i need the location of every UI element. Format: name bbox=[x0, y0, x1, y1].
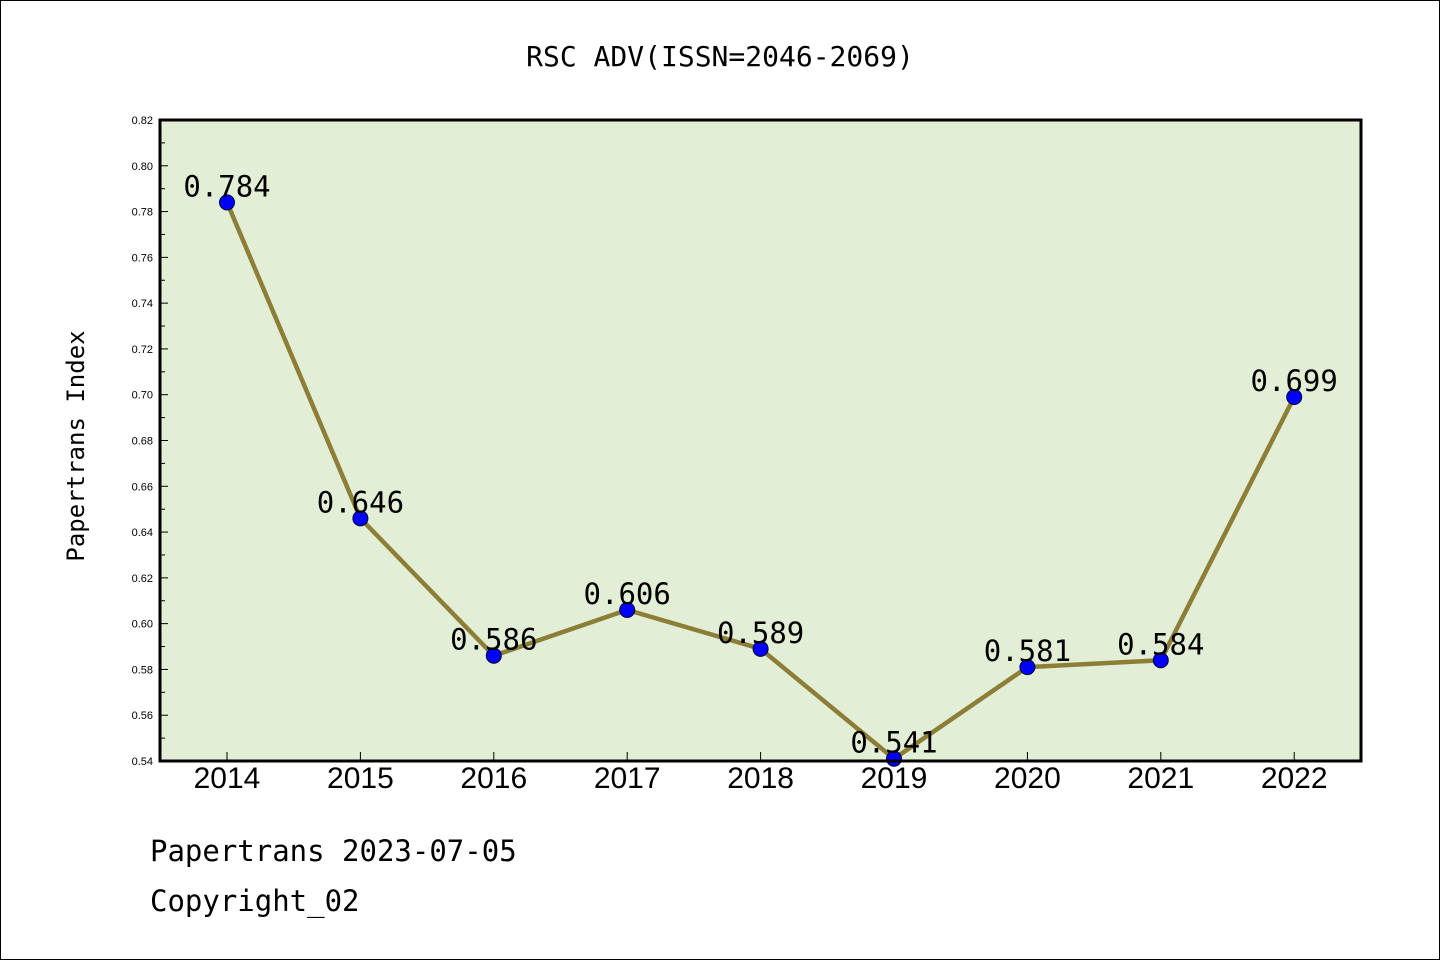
data-label-2019: 0.541 bbox=[850, 726, 937, 760]
y-tick-label: 0.58 bbox=[132, 664, 153, 676]
y-tick-label: 0.64 bbox=[132, 527, 153, 539]
x-tick-label: 2020 bbox=[994, 762, 1061, 795]
data-label-2022: 0.699 bbox=[1251, 364, 1338, 398]
data-label-2015: 0.646 bbox=[317, 485, 404, 519]
x-tick-label: 2022 bbox=[1261, 762, 1328, 795]
footer-copyright: Copyright_02 bbox=[150, 884, 360, 918]
y-tick-label: 0.72 bbox=[132, 344, 153, 356]
y-tick-label: 0.62 bbox=[132, 573, 153, 585]
x-tick-label: 2017 bbox=[594, 762, 661, 795]
data-labels: 0.784 0.646 0.586 0.606 0.589 0.541 0.581 0.584… bbox=[183, 169, 1338, 759]
y-tick-label: 0.54 bbox=[132, 756, 153, 768]
plot-area bbox=[160, 120, 1361, 761]
y-tick-label: 0.60 bbox=[132, 619, 153, 631]
y-tick-label: 0.78 bbox=[132, 207, 153, 219]
chart-title: RSC ADV(ISSN=2046-2069) bbox=[526, 40, 914, 73]
x-tick-label: 2015 bbox=[327, 762, 394, 795]
x-tick-label: 2016 bbox=[460, 762, 527, 795]
data-label-2014: 0.784 bbox=[183, 169, 270, 203]
x-tick-label: 2019 bbox=[861, 762, 928, 795]
footer-date-line: Papertrans 2023-07-05 bbox=[150, 834, 517, 868]
y-tick-label: 0.80 bbox=[132, 161, 153, 173]
data-label-2018: 0.589 bbox=[717, 616, 804, 650]
y-tick-label: 0.82 bbox=[132, 115, 153, 127]
data-point-2016 bbox=[485, 647, 502, 664]
plot-border bbox=[158, 118, 1363, 763]
y-tick-label: 0.74 bbox=[132, 298, 153, 310]
data-label-2017: 0.606 bbox=[584, 577, 671, 611]
data-point-2022 bbox=[1286, 389, 1303, 406]
data-point-2021 bbox=[1152, 652, 1169, 669]
data-label-2016: 0.586 bbox=[450, 623, 537, 657]
data-point-2018 bbox=[752, 640, 769, 657]
y-tick-label: 0.70 bbox=[132, 390, 153, 402]
data-point-2020 bbox=[1019, 659, 1036, 676]
x-tick-label: 2018 bbox=[727, 762, 794, 795]
x-axis: 2014 2015 2016 2017 2018 2019 2020 2021 2022 bbox=[194, 752, 1328, 795]
data-point-2017 bbox=[619, 601, 636, 618]
data-point-2015 bbox=[352, 510, 369, 527]
data-label-2021: 0.584 bbox=[1117, 627, 1204, 661]
y-tick-label: 0.56 bbox=[132, 710, 153, 722]
data-point-2014 bbox=[219, 194, 235, 211]
y-tick-label: 0.76 bbox=[132, 252, 153, 264]
x-tick-label: 2021 bbox=[1127, 762, 1194, 795]
y-tick-label: 0.66 bbox=[132, 481, 153, 493]
y-axis-label: Papertrans Index bbox=[62, 330, 90, 561]
data-label-2020: 0.581 bbox=[984, 634, 1071, 668]
x-tick-label: 2014 bbox=[194, 762, 261, 795]
y-tick-label: 0.68 bbox=[132, 436, 153, 448]
